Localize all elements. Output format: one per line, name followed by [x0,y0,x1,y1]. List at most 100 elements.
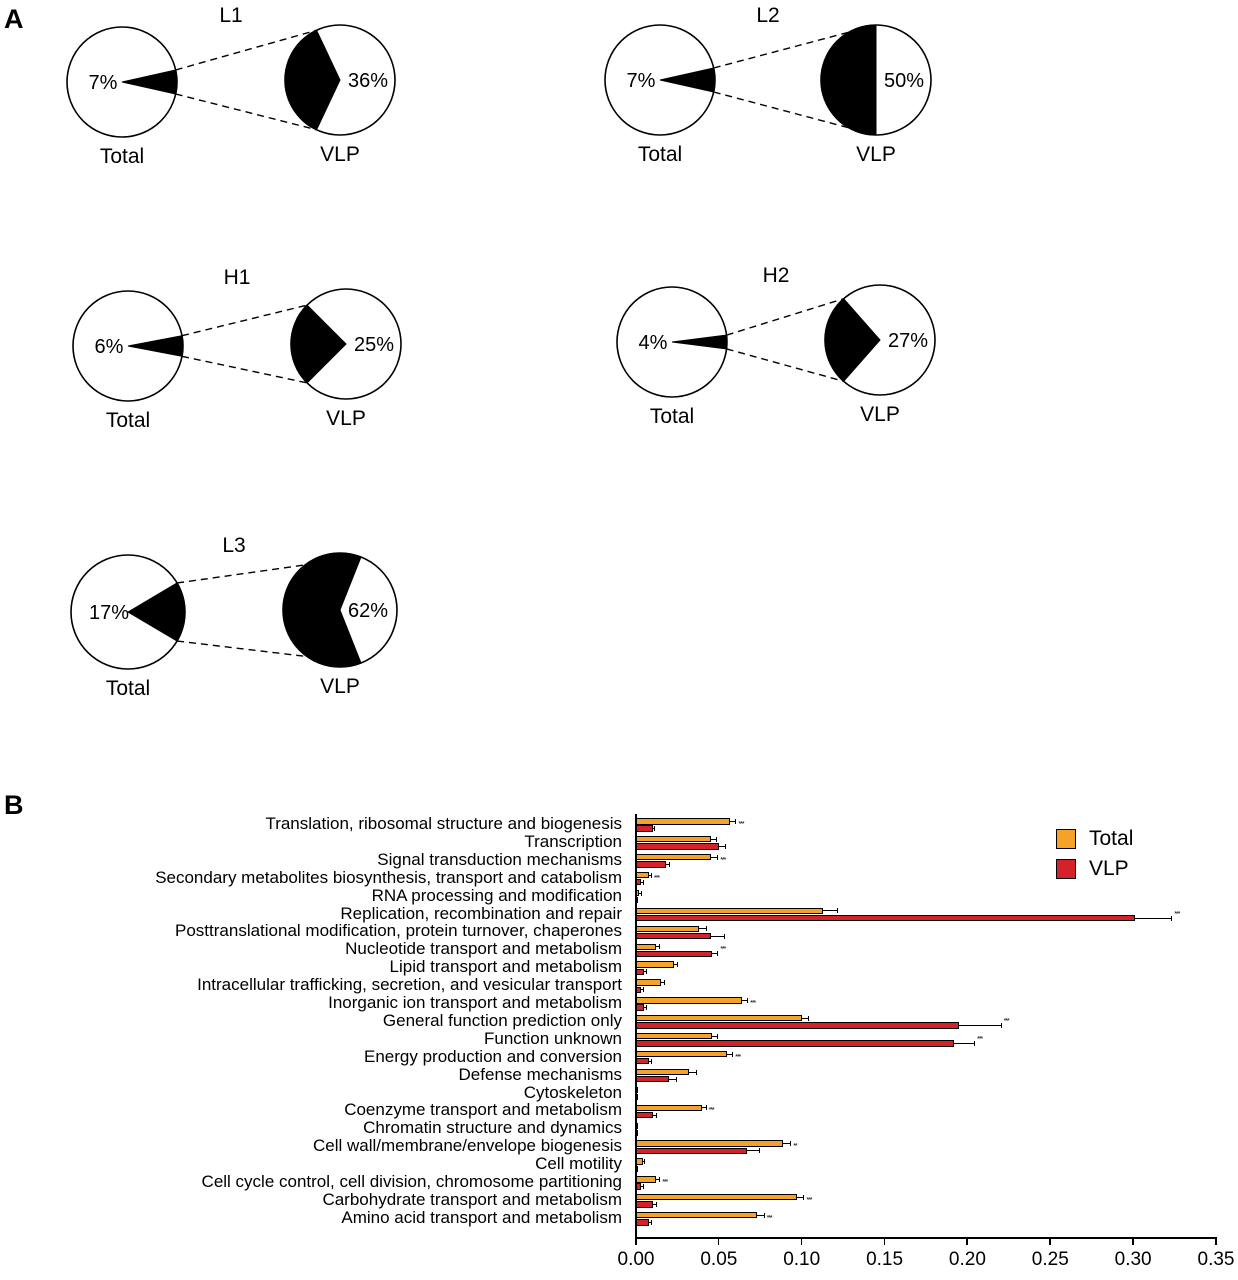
significance-marker: *** [735,1053,741,1061]
error-bar-cap [732,1051,734,1057]
error-bar [642,1161,645,1162]
pie-vlp-label: VLP [326,407,366,430]
pie-total-slice [659,67,716,93]
error-bar [710,935,724,937]
y-axis-line [635,814,637,1238]
error-bar-cap [747,997,749,1003]
x-axis-tick-label: 0.10 [783,1249,821,1270]
bar-vlp [636,1129,638,1137]
legend-entry-vlp: VLP [1056,854,1133,884]
error-bar-cap [974,1040,976,1046]
bar-vlp [636,1111,653,1119]
error-bar [649,1060,651,1062]
category-label: Transcription [524,831,622,851]
bar-vlp [636,825,653,832]
pie-total-label: Total [650,405,694,428]
error-bar-cap [655,1202,657,1207]
significance-marker: *** [653,874,660,882]
panel-a-label: A [4,4,24,34]
pie-vlp-label: VLP [856,143,896,166]
category-label: Cell wall/membrane/envelope biogenesis [312,1136,622,1156]
error-bar [823,910,837,912]
error-bar [640,1186,643,1188]
category-label: Cytoskeleton [523,1082,622,1102]
bar-total [636,1176,656,1183]
magnifier-line-upper [713,24,877,69]
bar-total [636,1033,713,1040]
pie-total-slice [671,334,728,350]
pie-pair-H1: H1 6% 25% Total VLP [72,266,402,432]
x-axis-tick [1049,1238,1051,1245]
pie-total-percent: 7% [627,70,656,92]
bar-total [636,1086,638,1094]
magnifier-line-lower [176,640,362,664]
error-bar [674,964,678,966]
error-bar [796,1196,804,1198]
error-bar [712,953,718,955]
error-bar-cap [650,872,652,878]
bar-total [636,925,699,932]
pie-pair-title: H1 [224,266,251,289]
error-bar-cap [1171,915,1173,921]
error-bar [756,1214,764,1216]
error-bar [655,1178,660,1180]
x-axis-tick-label: 0.30 [1114,1249,1152,1270]
significance-marker: *** [738,821,744,828]
category-label: Energy production and conversion [364,1046,622,1066]
x-axis-tick-label: 0.35 [1197,1249,1235,1270]
pie-vlp-percent: 27% [888,330,928,352]
bar-vlp [636,1022,960,1029]
error-bar [652,1204,656,1205]
pie-total-slice [127,335,184,357]
pie-pair-title: L3 [222,534,245,557]
pie-pair-title: H2 [763,264,790,287]
x-axis-tick [1132,1238,1134,1245]
error-bar [783,1143,791,1145]
error-bar [702,1107,706,1109]
pie-vlp-slice [820,24,877,136]
category-label: Secondary metabolites biosynthesis, tran… [155,867,622,887]
error-bar-cap [717,951,719,957]
significance-marker: *** [1174,910,1180,918]
error-bar-cap [642,987,644,993]
error-bar [665,863,670,865]
significance-marker: ** [793,1143,798,1151]
error-bar-cap [723,933,725,939]
pie-total-percent: 17% [89,602,129,624]
bar-vlp [636,1076,670,1083]
error-bar [712,1035,718,1037]
legend-swatch-vlp [1056,859,1076,879]
bar-total [636,836,711,843]
error-bar [652,828,655,830]
pie-vlp-slice [290,304,347,384]
bar-total [636,1015,802,1022]
legend-label-total: Total [1089,827,1134,850]
category-label: Intracellular trafficking, secretion, an… [197,975,622,995]
significance-marker: *** [1003,1017,1010,1025]
error-bar [639,892,641,894]
error-bar [710,856,718,858]
bar-total [636,1104,703,1111]
error-bar-cap [725,844,727,849]
category-label: Lipid transport and metabolism [389,957,622,977]
x-axis-tick-label: 0.15 [866,1249,904,1270]
bar-total [636,1194,797,1201]
category-label: Defense mechanisms [458,1064,622,1084]
pie-pair-L3: L3 17% 62% Total VLP [70,534,398,700]
pie-total-percent: 4% [639,332,668,354]
error-bar-cap [763,1212,765,1218]
error-bar [801,1017,809,1019]
error-bar [669,1078,676,1080]
error-bar-cap [675,1076,677,1082]
error-bar [640,881,643,883]
category-label: Cell motility [535,1154,622,1174]
bar-total [636,818,731,825]
error-bar [652,1114,656,1116]
x-axis-line [635,1237,1217,1239]
error-bar [640,989,643,991]
category-label: Translation, ribosomal structure and bio… [265,814,622,833]
bar-vlp [636,861,666,868]
bar-total [636,1122,638,1129]
error-bar-cap [1000,1023,1002,1028]
error-bar-cap [803,1194,805,1200]
